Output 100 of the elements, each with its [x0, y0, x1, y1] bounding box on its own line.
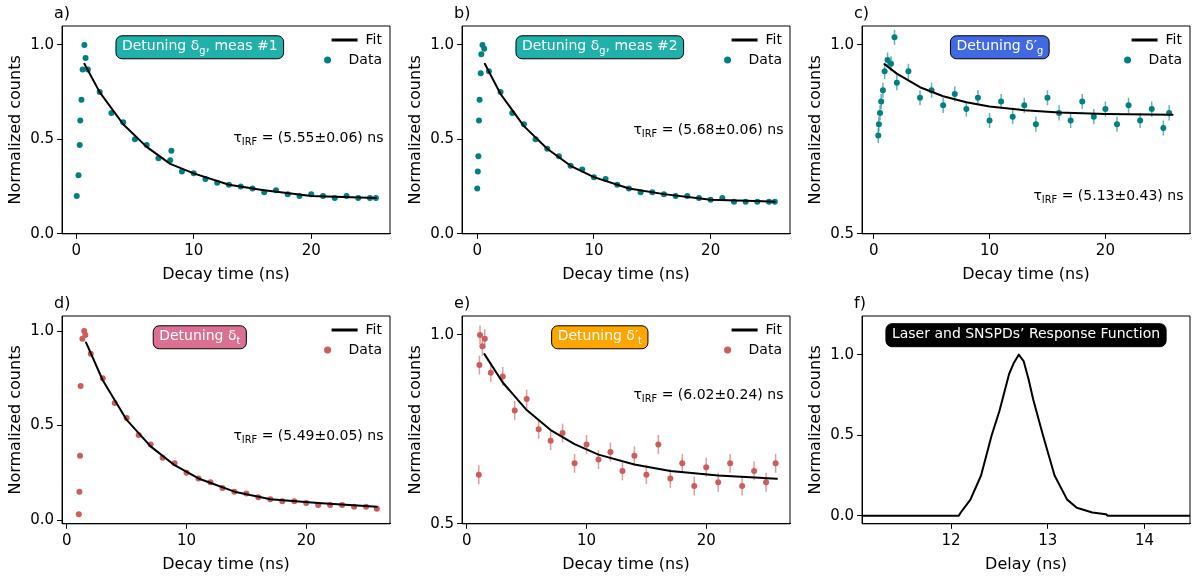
point: [76, 488, 83, 495]
point: [1009, 113, 1016, 120]
y-axis-title: Normalized counts: [404, 345, 424, 495]
point: [751, 467, 758, 474]
point: [535, 426, 542, 433]
y-tick-label: 0.5: [30, 129, 55, 148]
y-tick-label: 0.5: [430, 129, 455, 148]
point: [631, 452, 638, 459]
point: [1137, 117, 1144, 124]
point: [1044, 94, 1051, 101]
point: [998, 98, 1005, 105]
point: [643, 471, 650, 478]
chart-title: d): [54, 293, 71, 313]
x-tick-label: 0: [71, 240, 81, 259]
x-axis-title: Decay time (ns): [162, 263, 290, 283]
point: [655, 441, 662, 448]
point: [77, 382, 84, 389]
legend-label: Data: [348, 340, 383, 357]
point: [986, 117, 993, 124]
point: [475, 153, 482, 160]
y-tick-label: 0.5: [830, 425, 855, 444]
point: [474, 168, 481, 175]
x-axis-title: Decay time (ns): [562, 553, 690, 573]
point: [679, 460, 686, 467]
y-axis-title: Normalized counts: [804, 55, 824, 205]
point: [888, 60, 895, 67]
x-tick-label: 20: [301, 240, 321, 259]
y-tick-label: 0.5: [30, 415, 55, 434]
point: [1160, 125, 1167, 132]
y-tick-label: 1.0: [830, 344, 855, 363]
x-axis-title: Decay time (ns): [962, 263, 1090, 283]
point: [167, 157, 174, 164]
point: [691, 483, 698, 490]
x-tick-label: 20: [1095, 240, 1115, 259]
point: [481, 45, 488, 52]
point: [878, 98, 885, 105]
chart-title: c): [854, 3, 870, 23]
point: [476, 362, 483, 369]
x-tick-label: 12: [941, 530, 961, 549]
point: [1079, 98, 1086, 105]
y-tick-label: 0.0: [430, 223, 455, 242]
x-axis-title: Decay time (ns): [562, 263, 690, 283]
x-tick-label: 0: [462, 530, 472, 549]
point: [78, 96, 85, 103]
x-tick-label: 14: [1134, 530, 1155, 549]
point: [75, 172, 82, 179]
chart-title: a): [54, 3, 71, 23]
chart-title: b): [454, 3, 471, 23]
point: [905, 68, 912, 75]
legend-label: Data: [748, 50, 783, 67]
point: [877, 109, 884, 116]
point: [559, 430, 566, 437]
point: [523, 396, 530, 403]
x-tick-label: 10: [576, 530, 597, 549]
x-tick-label: 20: [296, 530, 316, 549]
y-axis-title: Normalized counts: [4, 55, 24, 205]
point: [619, 467, 626, 474]
y-tick-label: 1.0: [30, 34, 55, 53]
legend-label: Data: [748, 340, 783, 357]
y-tick-label: 0.5: [430, 513, 455, 532]
point: [499, 373, 506, 380]
point: [667, 475, 674, 482]
x-tick-label: 20: [701, 240, 721, 259]
x-tick-label: 10: [176, 530, 197, 549]
point: [77, 452, 84, 459]
point: [487, 369, 494, 376]
y-tick-label: 0.0: [30, 509, 55, 528]
x-tick-label: 10: [184, 240, 204, 259]
chart-title: f): [854, 293, 866, 313]
point: [772, 460, 779, 467]
x-tick-label: 20: [696, 530, 716, 549]
legend-label: Fit: [1165, 30, 1183, 47]
x-tick-label: 13: [1038, 530, 1058, 549]
point: [477, 70, 484, 77]
point: [571, 460, 578, 467]
y-axis-title: Normalized counts: [804, 345, 824, 495]
y-axis-title: Normalized counts: [404, 55, 424, 205]
point: [481, 335, 488, 342]
point: [77, 117, 84, 124]
x-tick-label: 0: [868, 240, 879, 259]
legend-label: Fit: [365, 30, 383, 47]
point: [475, 471, 482, 478]
point: [727, 460, 734, 467]
point: [81, 41, 88, 48]
y-tick-label: 0.5: [830, 223, 855, 242]
point: [476, 96, 483, 103]
point: [875, 121, 882, 128]
point: [951, 91, 958, 98]
point: [583, 441, 590, 448]
point: [511, 407, 518, 414]
point: [893, 79, 900, 86]
point: [763, 479, 770, 486]
point: [1148, 106, 1155, 113]
point: [1125, 102, 1132, 109]
point: [75, 511, 82, 518]
point: [1021, 102, 1028, 109]
point: [595, 456, 602, 463]
point: [79, 66, 86, 73]
y-tick-label: 1.0: [830, 34, 855, 53]
x-tick-label: 0: [62, 530, 72, 549]
